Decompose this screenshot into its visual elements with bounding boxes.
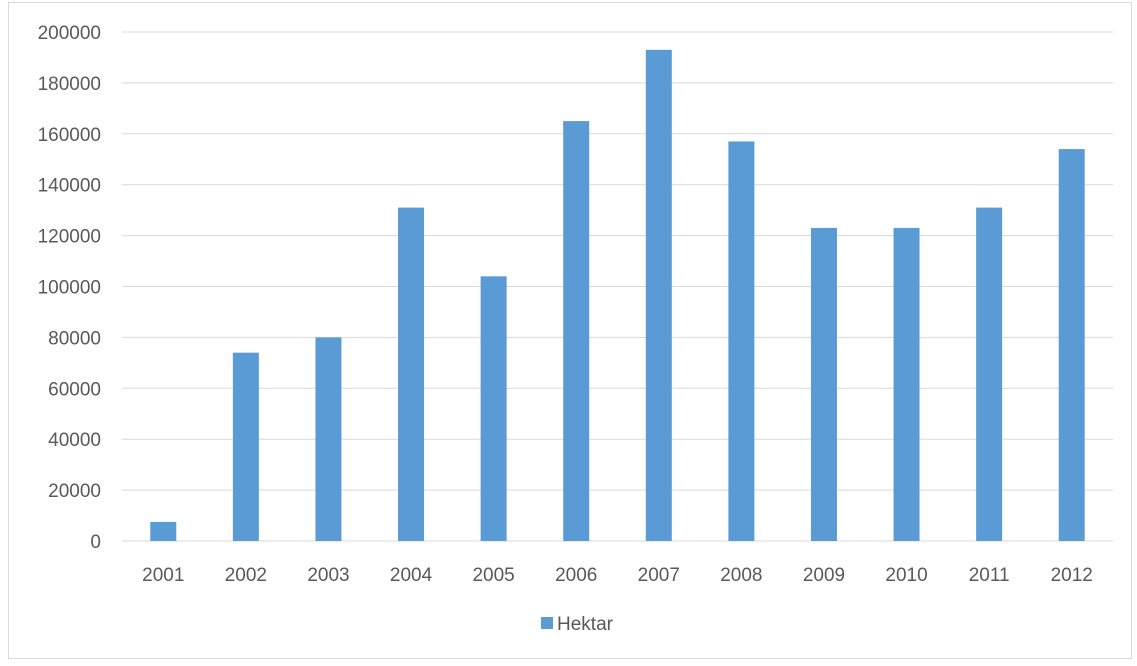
y-tick-label: 80000 [48,328,101,349]
x-tick-label: 2011 [969,565,1010,586]
x-tick-label: 2009 [803,565,845,586]
y-tick-label: 40000 [48,430,101,451]
bar-2011 [976,207,1003,542]
bar-2007 [645,49,672,541]
y-tick-label: 60000 [48,379,101,400]
y-tick-label: 160000 [38,125,101,146]
x-tick-label: 2003 [307,565,349,586]
y-tick-label: 0 [90,532,101,553]
x-tick-label: 2002 [225,565,267,586]
bar-2002 [232,352,259,541]
y-tick-label: 180000 [38,74,101,95]
x-tick-label: 2012 [1051,565,1093,586]
y-tick-label: 140000 [38,176,101,197]
bar-2004 [398,207,425,542]
x-tick-label: 2007 [638,565,680,586]
bar-2005 [480,276,507,541]
x-tick-label: 2008 [720,565,762,586]
bar-2010 [893,227,920,541]
bar-2006 [563,121,590,541]
x-tick-label: 2006 [555,565,597,586]
x-tick-label: 2004 [390,565,433,586]
x-tick-label: 2010 [885,565,927,586]
legend-label: Hektar [557,614,614,635]
y-tick-label: 120000 [38,227,101,248]
bar-2012 [1058,149,1085,541]
y-tick-label: 20000 [48,481,101,502]
legend-swatch [541,617,553,629]
x-tick-label: 2005 [472,565,514,586]
y-tick-label: 100000 [38,278,101,299]
bar-2008 [728,141,755,541]
y-tick-label: 200000 [38,23,101,44]
bar-2003 [315,337,342,541]
bar-2009 [810,227,837,541]
x-tick-label: 2001 [142,565,184,586]
bar-2001 [150,521,177,541]
